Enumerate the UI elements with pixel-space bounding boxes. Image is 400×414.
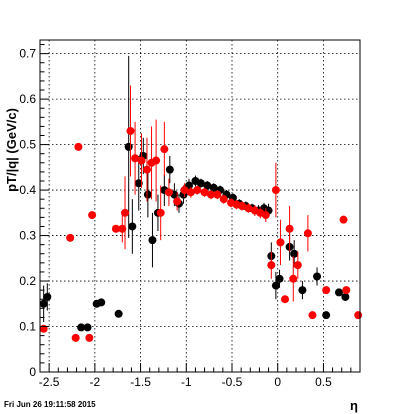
- data-point: [114, 309, 123, 318]
- data-point: [39, 299, 48, 308]
- data-point: [298, 286, 307, 295]
- data-point: [152, 156, 161, 165]
- data-point: [322, 286, 331, 295]
- data-point: [289, 274, 298, 283]
- data-point: [334, 288, 343, 297]
- data-point: [322, 311, 331, 320]
- data-point: [142, 165, 151, 174]
- x-tick-label: -0.5: [222, 375, 243, 389]
- data-points: [39, 55, 363, 342]
- y-tick-label: 0.7: [19, 47, 36, 61]
- data-point: [111, 224, 120, 233]
- x-tick-label: 0: [274, 375, 281, 389]
- data-point: [124, 142, 133, 151]
- data-point: [39, 324, 48, 333]
- data-point: [206, 190, 215, 199]
- data-point: [354, 311, 363, 320]
- x-tick-label: 0.5: [315, 375, 332, 389]
- x-tick-label: -1.5: [130, 375, 151, 389]
- data-point: [308, 311, 317, 320]
- data-point: [74, 142, 83, 151]
- y-tick-label: 0.5: [19, 138, 36, 152]
- y-tick-label: 0.3: [19, 229, 36, 243]
- y-tick-label: 0.6: [19, 92, 36, 106]
- data-point: [71, 333, 80, 342]
- data-point: [293, 261, 302, 270]
- data-point: [238, 202, 247, 210]
- data-point: [271, 186, 280, 195]
- data-point: [200, 188, 209, 197]
- data-point: [271, 281, 280, 290]
- data-point: [209, 183, 218, 192]
- data-point: [134, 179, 143, 188]
- data-point: [118, 224, 127, 233]
- data-point: [339, 215, 348, 224]
- data-point: [213, 190, 222, 199]
- data-point: [196, 179, 205, 188]
- data-point: [203, 181, 212, 190]
- x-axis-title: η: [350, 398, 358, 413]
- data-point: [303, 229, 312, 238]
- data-point: [342, 286, 351, 295]
- axis-ticks: -2.5 -2 -1.5 -1 -0.5 0 0.5 0 0.1 0.2 0.3 0.4 0.5 0.6 0…: [19, 44, 361, 389]
- data-point: [173, 197, 182, 206]
- data-point: [148, 236, 157, 245]
- y-tick-label: 0.4: [19, 183, 36, 197]
- data-point: [160, 145, 169, 154]
- data-point: [219, 195, 228, 204]
- data-point: [156, 208, 165, 217]
- data-point: [186, 188, 195, 197]
- data-point: [164, 188, 173, 197]
- data-point: [275, 274, 284, 283]
- data-point: [83, 323, 92, 332]
- y-axis-title: pT/|q| (GeV/c): [4, 108, 19, 192]
- data-point: [281, 295, 290, 304]
- data-point: [128, 222, 137, 231]
- x-tick-label: -2.5: [39, 375, 60, 389]
- data-point: [97, 298, 106, 307]
- data-point: [276, 238, 285, 247]
- footer-timestamp: Fri Jun 26 19:11:58 2015: [4, 400, 96, 409]
- data-point: [88, 211, 97, 220]
- y-tick-label: 0.1: [19, 320, 36, 334]
- series-1: [39, 85, 363, 342]
- data-point: [85, 333, 94, 342]
- data-point: [77, 323, 86, 332]
- data-point: [285, 224, 294, 233]
- plot-frame: [39, 39, 361, 373]
- y-tick-label: 0: [29, 365, 36, 379]
- data-point: [165, 165, 174, 174]
- data-point: [180, 186, 189, 195]
- data-point: [126, 126, 135, 135]
- data-point: [66, 233, 75, 242]
- data-point: [267, 261, 276, 270]
- data-point: [137, 156, 146, 165]
- data-point: [131, 154, 140, 163]
- x-tick-label: -2: [90, 375, 101, 389]
- data-point: [121, 208, 130, 217]
- data-point: [313, 272, 322, 281]
- data-point: [290, 249, 299, 258]
- data-point: [193, 186, 202, 195]
- y-tick-label: 0.2: [19, 274, 36, 288]
- data-point: [261, 211, 270, 220]
- data-point: [43, 292, 52, 301]
- data-point: [244, 204, 253, 213]
- data-point: [143, 190, 152, 199]
- data-point: [341, 292, 350, 301]
- x-tick-label: -1: [181, 375, 192, 389]
